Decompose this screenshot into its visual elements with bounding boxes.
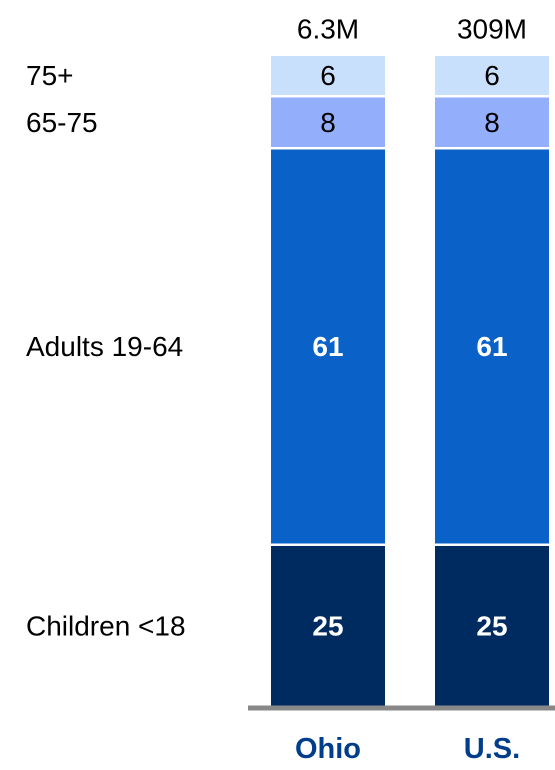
bar-segment-ohio-75: [271, 56, 385, 95]
data-label-ohio-65-75: 8: [320, 107, 336, 138]
series-label-65-75: 65-75: [26, 107, 98, 138]
bar-segment-u-s-75: [435, 56, 549, 95]
data-label-u-s-75: 6: [484, 60, 500, 91]
data-label-ohio-75: 6: [320, 60, 336, 91]
series-label-75: 75+: [26, 60, 74, 91]
bar-segment-u-s-adults-19-64: [435, 149, 549, 544]
segment-labels-layer: 25 61 8 6 25 61 8 6: [312, 60, 507, 642]
data-label-ohio-children-18: 25: [312, 611, 343, 642]
category-label-ohio: Ohio: [295, 733, 361, 765]
category-label-u-s: U.S.: [464, 733, 520, 765]
series-label-children-18: Children <18: [26, 611, 186, 642]
series-label-adults-19-64: Adults 19-64: [26, 331, 183, 362]
total-labels-layer: 6.3M 309M: [297, 14, 527, 45]
bar-segment-u-s-65-75: [435, 97, 549, 147]
bar-segment-u-s-children-18: [435, 546, 549, 706]
total-label-u-s: 309M: [457, 14, 527, 45]
bar-segment-ohio-children-18: [271, 546, 385, 706]
total-label-ohio: 6.3M: [297, 14, 359, 45]
series-labels-layer: Children <18 Adults 19-64 65-75 75+: [26, 60, 186, 642]
data-label-u-s-65-75: 8: [484, 107, 500, 138]
data-label-u-s-adults-19-64: 61: [476, 331, 507, 362]
data-label-u-s-children-18: 25: [476, 611, 507, 642]
data-label-ohio-adults-19-64: 61: [312, 331, 343, 362]
bar-segment-ohio-adults-19-64: [271, 149, 385, 544]
category-labels-layer: Ohio U.S.: [295, 733, 520, 765]
bars-layer: [271, 56, 549, 706]
bar-segment-ohio-65-75: [271, 97, 385, 147]
